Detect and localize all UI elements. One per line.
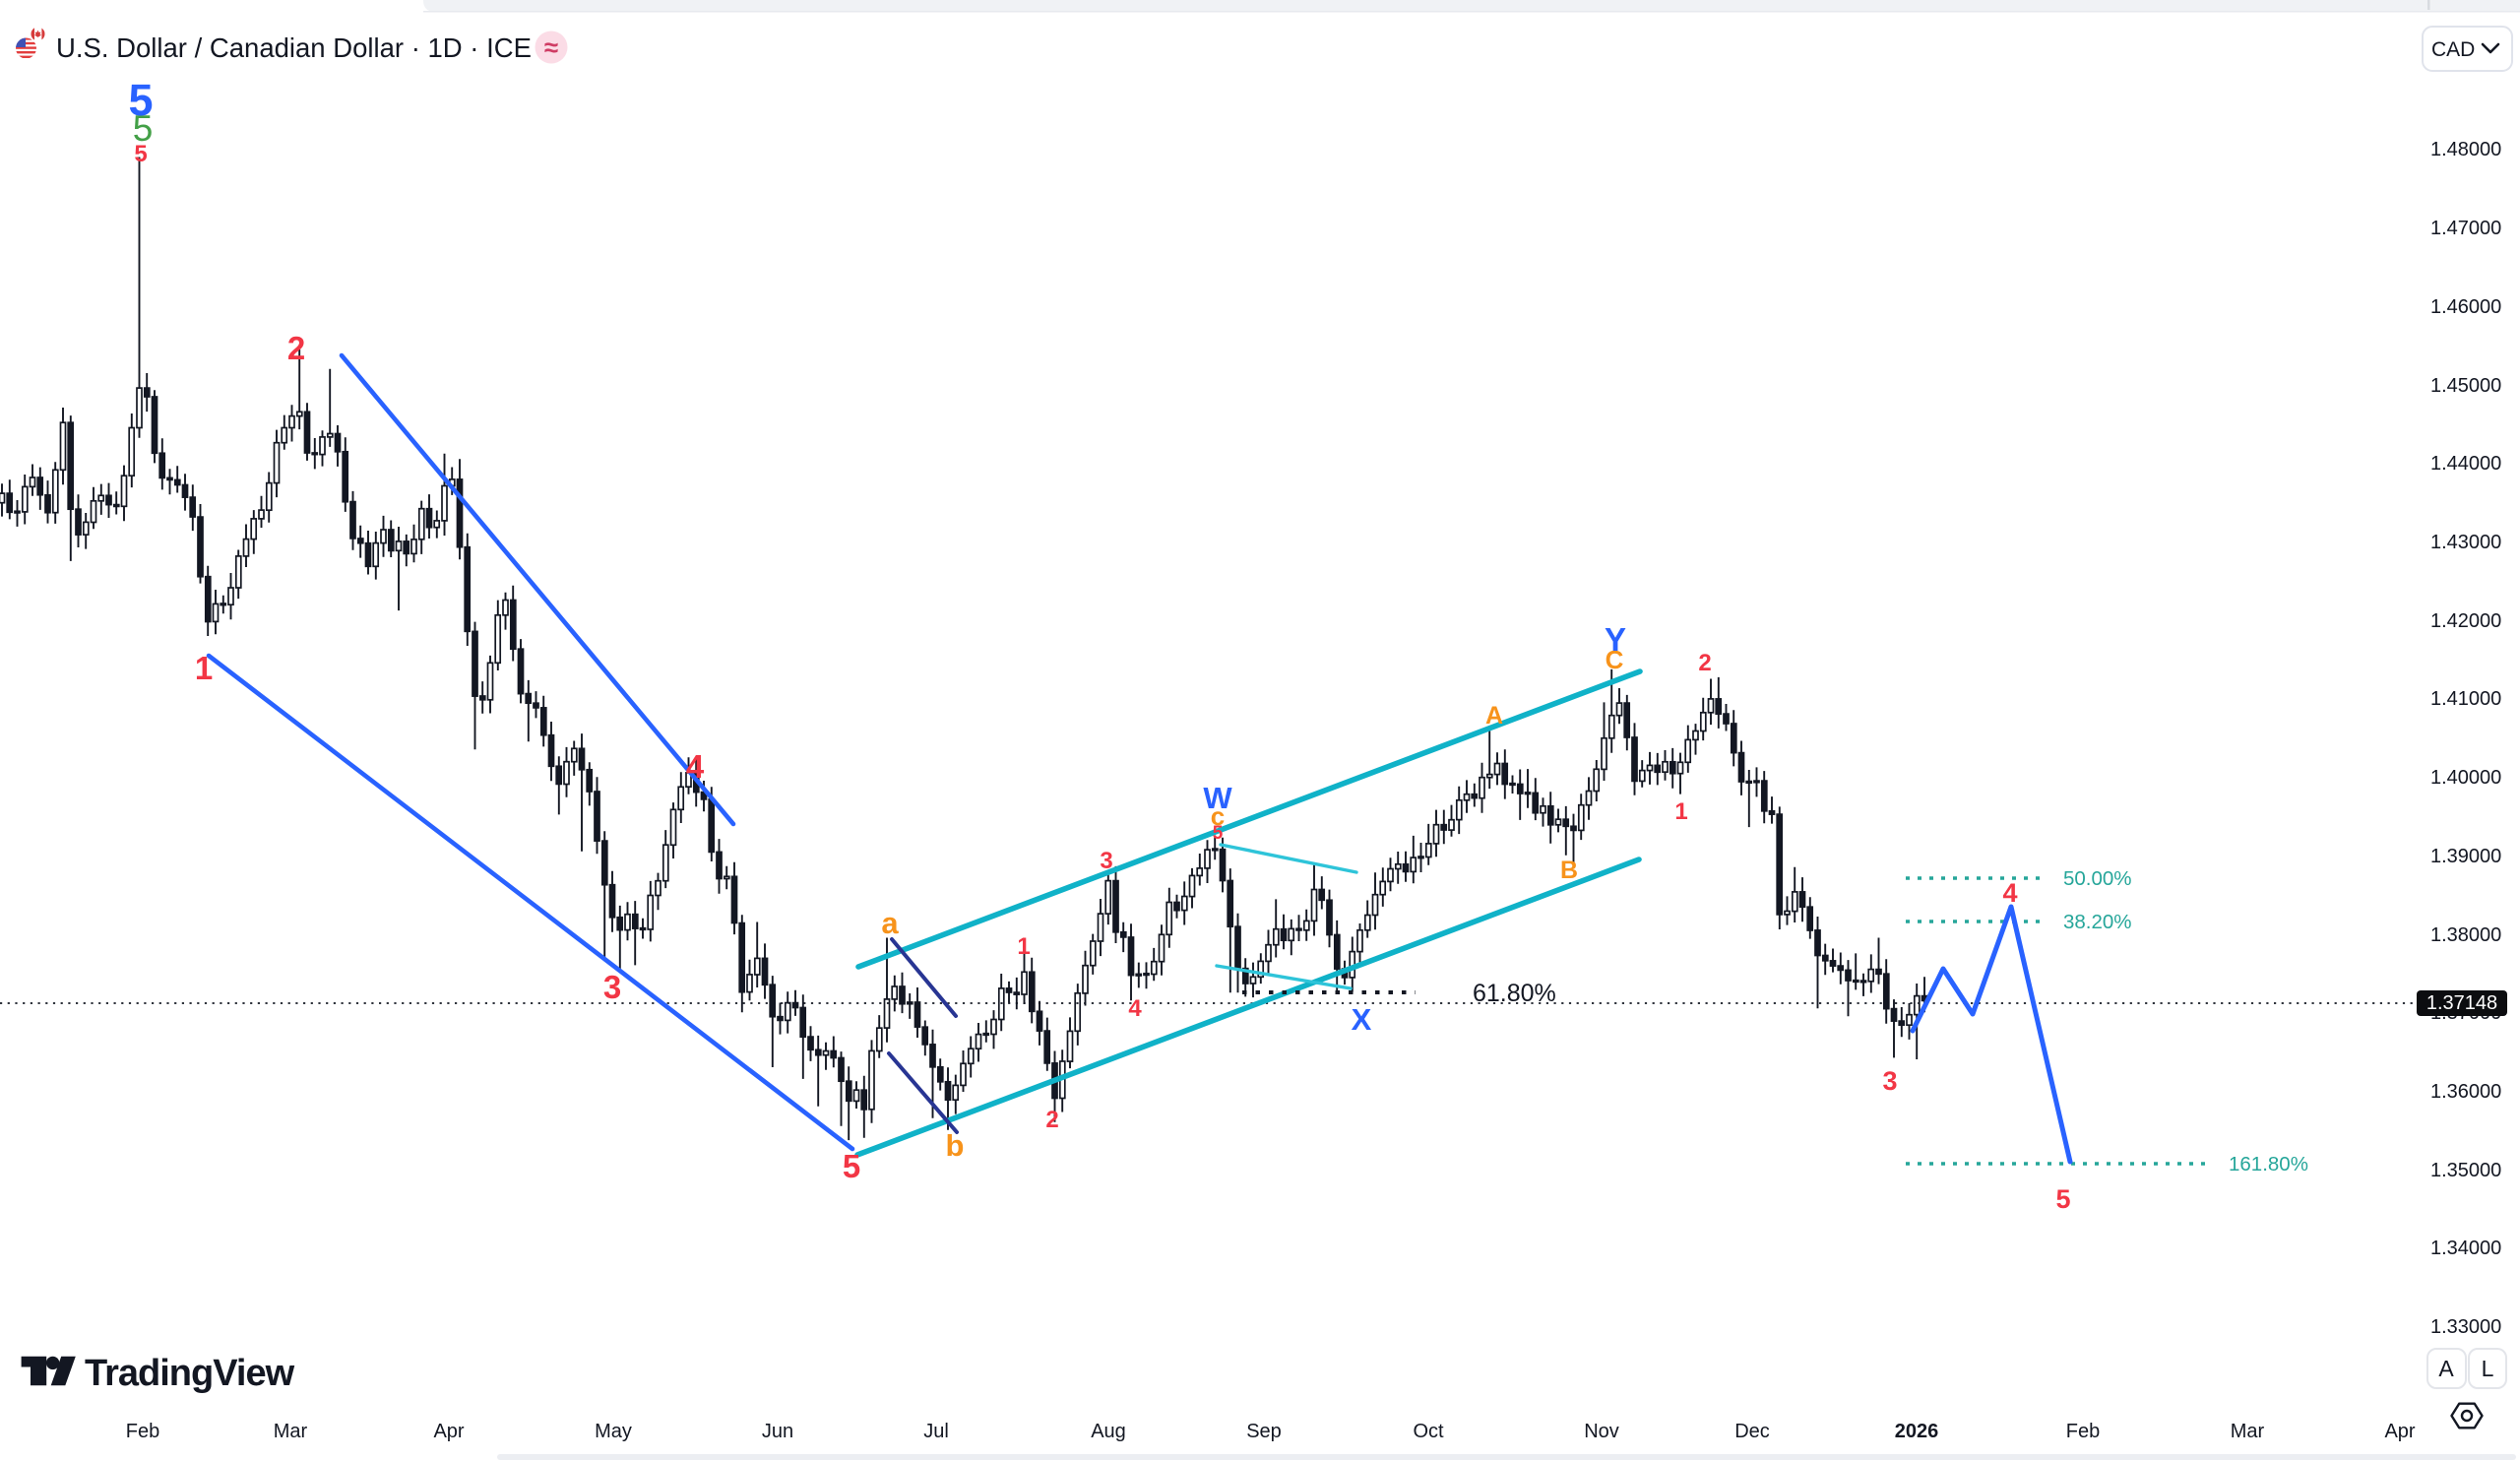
svg-text:Sep: Sep <box>1246 1421 1282 1442</box>
svg-text:Nov: Nov <box>1584 1421 1619 1442</box>
svg-text:1.39000: 1.39000 <box>2430 846 2501 867</box>
svg-text:CAD: CAD <box>2431 38 2475 61</box>
svg-text:5: 5 <box>128 75 153 125</box>
svg-text:1.38000: 1.38000 <box>2430 924 2501 946</box>
svg-text:A: A <box>1485 702 1503 730</box>
svg-text:A: A <box>2438 1356 2454 1381</box>
svg-text:B: B <box>1560 857 1578 884</box>
svg-text:1.35000: 1.35000 <box>2430 1160 2501 1181</box>
svg-text:1.36000: 1.36000 <box>2430 1081 2501 1103</box>
svg-text:5: 5 <box>2055 1184 2070 1214</box>
svg-text:Oct: Oct <box>1413 1421 1444 1442</box>
svg-text:1.42000: 1.42000 <box>2430 610 2501 632</box>
svg-text:Y: Y <box>1605 621 1626 658</box>
svg-text:1.40000: 1.40000 <box>2430 767 2501 789</box>
svg-text:5: 5 <box>1213 823 1224 844</box>
svg-text:2: 2 <box>1045 1107 1058 1133</box>
svg-text:≈: ≈ <box>544 32 558 62</box>
svg-text:May: May <box>595 1421 632 1442</box>
svg-text:2026: 2026 <box>1895 1421 1939 1442</box>
svg-text:b: b <box>946 1128 965 1163</box>
svg-text:W: W <box>1203 781 1232 815</box>
svg-text:Aug: Aug <box>1091 1421 1126 1442</box>
svg-text:1.34000: 1.34000 <box>2430 1238 2501 1259</box>
svg-text:1: 1 <box>1674 798 1687 825</box>
svg-text:1.43000: 1.43000 <box>2430 532 2501 553</box>
svg-text:1.33000: 1.33000 <box>2430 1316 2501 1338</box>
svg-text:4: 4 <box>1128 995 1142 1022</box>
svg-text:1: 1 <box>1017 933 1030 960</box>
svg-text:a: a <box>881 906 899 940</box>
svg-text:5: 5 <box>134 141 147 167</box>
svg-text:1.41000: 1.41000 <box>2430 688 2501 710</box>
svg-text:1.47000: 1.47000 <box>2430 218 2501 239</box>
svg-text:Feb: Feb <box>2066 1421 2100 1442</box>
svg-text:Mar: Mar <box>2231 1421 2265 1442</box>
svg-text:TradingView: TradingView <box>85 1353 295 1394</box>
svg-text:Feb: Feb <box>126 1421 159 1442</box>
svg-text:5: 5 <box>133 108 154 149</box>
svg-text:2: 2 <box>287 330 305 366</box>
svg-text:Dec: Dec <box>1734 1421 1770 1442</box>
svg-text:c: c <box>1211 801 1225 831</box>
svg-text:3: 3 <box>1100 848 1112 874</box>
svg-text:1: 1 <box>195 650 213 686</box>
svg-text:61.80%: 61.80% <box>1473 980 1556 1007</box>
svg-text:38.20%: 38.20% <box>2063 911 2132 933</box>
svg-text:1.37148: 1.37148 <box>2426 992 2497 1014</box>
svg-text:50.00%: 50.00% <box>2063 867 2132 890</box>
svg-text:1.45000: 1.45000 <box>2430 375 2501 397</box>
svg-text:Mar: Mar <box>274 1421 308 1442</box>
svg-text:1.44000: 1.44000 <box>2430 453 2501 475</box>
svg-text:Jul: Jul <box>923 1421 949 1442</box>
svg-text:4: 4 <box>2002 878 2017 908</box>
svg-text:2: 2 <box>1698 650 1711 676</box>
svg-text:Apr: Apr <box>2384 1421 2415 1442</box>
svg-text:Jun: Jun <box>762 1421 793 1442</box>
svg-text:L: L <box>2482 1356 2494 1381</box>
svg-text:U.S. Dollar / Canadian Dollar: U.S. Dollar / Canadian Dollar · 1D · ICE <box>56 32 532 63</box>
svg-text:4: 4 <box>686 748 705 785</box>
svg-text:161.80%: 161.80% <box>2229 1153 2308 1175</box>
svg-text:X: X <box>1352 1002 1372 1037</box>
svg-text:3: 3 <box>603 969 621 1005</box>
svg-text:C: C <box>1606 645 1624 674</box>
svg-text:5: 5 <box>843 1148 860 1184</box>
svg-text:1.46000: 1.46000 <box>2430 296 2501 318</box>
svg-text:1.48000: 1.48000 <box>2430 139 2501 160</box>
svg-text:3: 3 <box>1882 1066 1897 1096</box>
svg-text:Apr: Apr <box>433 1421 464 1442</box>
